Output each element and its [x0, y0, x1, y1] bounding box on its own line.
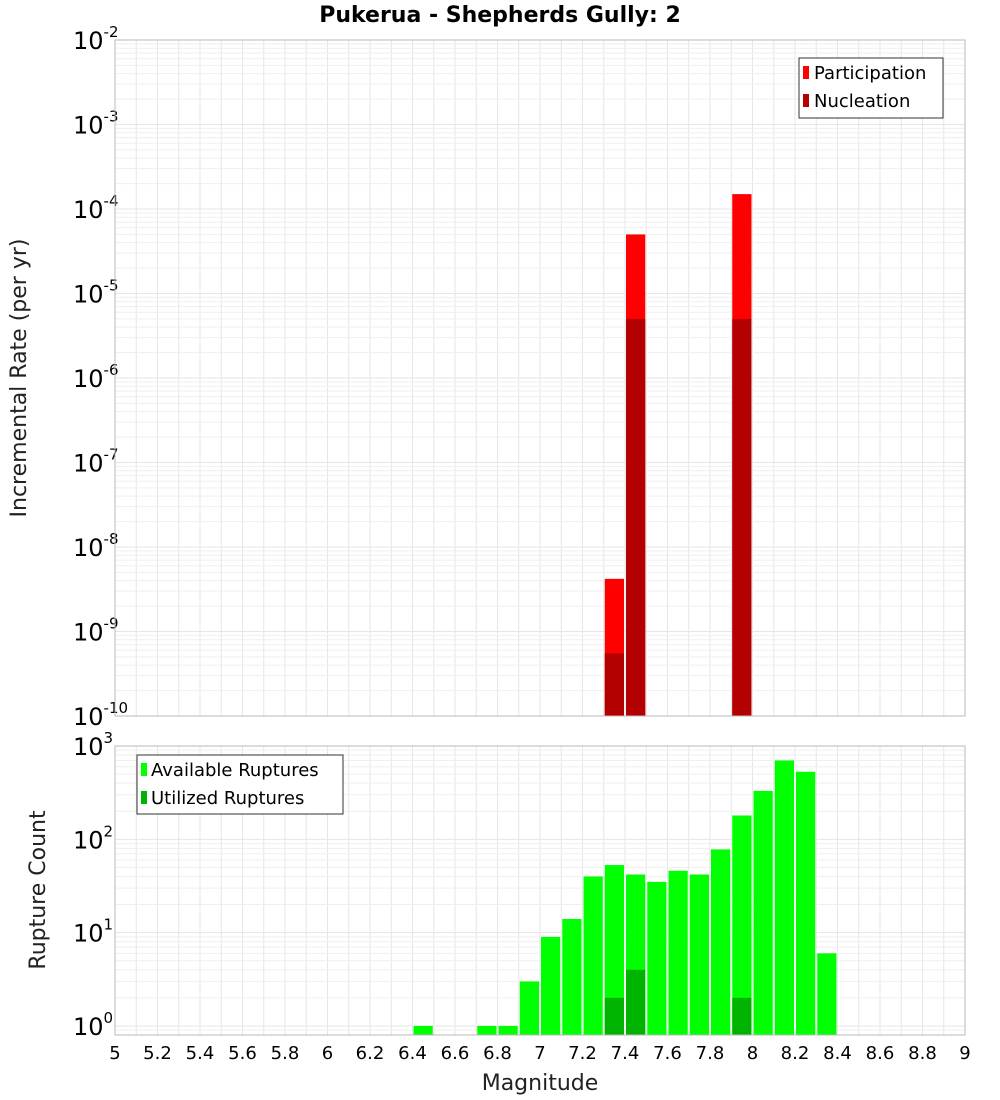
x-tick-label: 7.8	[696, 1043, 725, 1064]
x-tick-label: 8.8	[908, 1043, 937, 1064]
rate-y-tick-label: 10-4	[73, 192, 119, 224]
count-legend: Available Ruptures Utilized Ruptures	[136, 754, 344, 815]
rate-bar-nucleation	[626, 318, 646, 716]
x-tick-label: 7	[534, 1043, 545, 1064]
x-tick-label: 8	[747, 1043, 758, 1064]
x-tick-label: 8.2	[781, 1043, 810, 1064]
x-tick-label: 7.2	[568, 1043, 597, 1064]
count-y-tick-label: 100	[73, 1009, 113, 1041]
x-tick-label: 5.2	[143, 1043, 172, 1064]
count-bar-available-ruptures	[583, 876, 603, 1035]
legend-swatch-available	[141, 763, 147, 776]
rate-panel: 10-10 10-9 10-8 10-7 10-6 10-5 10-4 10-3 10-2 In…	[7, 23, 966, 731]
rate-bars	[604, 194, 752, 717]
rate-y-tick-label: 10-8	[73, 530, 119, 562]
legend-swatch-utilized	[141, 791, 147, 804]
count-bar-available-ruptures	[477, 1025, 497, 1035]
count-bar-available-ruptures	[519, 981, 539, 1035]
rate-grid	[114, 39, 966, 717]
x-tick-label: 6	[322, 1043, 333, 1064]
rate-y-tick-label: 10-10	[73, 699, 128, 731]
count-bar-available-ruptures	[541, 936, 561, 1035]
count-bar-available-ruptures	[498, 1025, 518, 1035]
count-y-ticks: 100 101 102 103	[73, 729, 113, 1041]
x-tick-label: 6.4	[398, 1043, 427, 1064]
rate-legend-box	[798, 57, 944, 119]
legend-label-participation: Participation	[814, 63, 926, 84]
count-legend-box	[136, 754, 344, 815]
count-bar-available-ruptures	[647, 881, 667, 1035]
x-tick-label: 9	[959, 1043, 970, 1064]
x-tick-label: 6.8	[483, 1043, 512, 1064]
x-tick-label: 8.6	[866, 1043, 895, 1064]
rate-y-tick-label: 10-2	[73, 23, 119, 55]
legend-label-nucleation: Nucleation	[814, 91, 910, 112]
count-bar-utilized-ruptures	[604, 997, 624, 1035]
rate-y-axis-label: Incremental Rate (per yr)	[7, 239, 32, 518]
rate-y-tick-label: 10-7	[73, 446, 119, 478]
count-y-axis-label: Rupture Count	[26, 810, 51, 970]
chart-title: Pukerua - Shepherds Gully: 2	[319, 3, 681, 28]
count-bar-available-ruptures	[774, 760, 794, 1035]
count-y-tick-label: 101	[73, 916, 113, 948]
rate-y-tick-label: 10-3	[73, 108, 119, 140]
rate-y-tick-label: 10-6	[73, 361, 119, 393]
count-bar-available-ruptures	[732, 815, 752, 1035]
count-y-tick-label: 103	[73, 729, 113, 761]
x-tick-label: 5.6	[228, 1043, 257, 1064]
x-tick-label: 6.6	[441, 1043, 470, 1064]
rate-bar-nucleation	[732, 318, 752, 716]
legend-swatch-nucleation	[803, 94, 809, 107]
count-bar-available-ruptures	[753, 790, 773, 1035]
x-tick-label: 6.2	[356, 1043, 385, 1064]
count-panel: 100 101 102 103 5 5.2 5.4 5.6 5.8 6 6.2 6.4 6.6 6.8 7…	[26, 729, 971, 1096]
count-bar-available-ruptures	[562, 919, 582, 1035]
count-bar-available-ruptures	[668, 870, 688, 1035]
count-y-tick-label: 102	[73, 822, 113, 854]
x-tick-label: 5.8	[271, 1043, 300, 1064]
count-bar-available-ruptures	[604, 865, 624, 1035]
count-bar-available-ruptures	[711, 849, 731, 1035]
x-tick-labels: 5 5.2 5.4 5.6 5.8 6 6.2 6.4 6.6 6.8 7 7.2 7.4 7.6 7.8 8…	[109, 1043, 970, 1064]
count-bar-available-ruptures	[817, 953, 837, 1035]
rate-legend: Participation Nucleation	[798, 57, 944, 119]
legend-label-utilized: Utilized Ruptures	[151, 788, 304, 809]
x-tick-label: 7.4	[611, 1043, 640, 1064]
rate-bar-nucleation	[604, 653, 624, 716]
count-bar-utilized-ruptures	[626, 969, 646, 1035]
count-bars	[413, 760, 837, 1035]
x-axis-label: Magnitude	[482, 1071, 599, 1096]
rate-y-tick-label: 10-9	[73, 615, 119, 647]
rate-y-tick-label: 10-5	[73, 277, 119, 309]
x-tick-label: 7.6	[653, 1043, 682, 1064]
rate-plot-border	[114, 39, 966, 717]
count-plot-border	[114, 745, 966, 1036]
legend-label-available: Available Ruptures	[151, 760, 319, 781]
count-bar-available-ruptures	[689, 874, 709, 1035]
count-bar-available-ruptures	[413, 1025, 433, 1035]
x-tick-label: 5	[109, 1043, 120, 1064]
x-tick-label: 8.4	[823, 1043, 852, 1064]
legend-swatch-participation	[803, 66, 809, 79]
x-tick-label: 5.4	[186, 1043, 215, 1064]
count-bar-utilized-ruptures	[732, 997, 752, 1035]
count-bar-available-ruptures	[796, 771, 816, 1035]
